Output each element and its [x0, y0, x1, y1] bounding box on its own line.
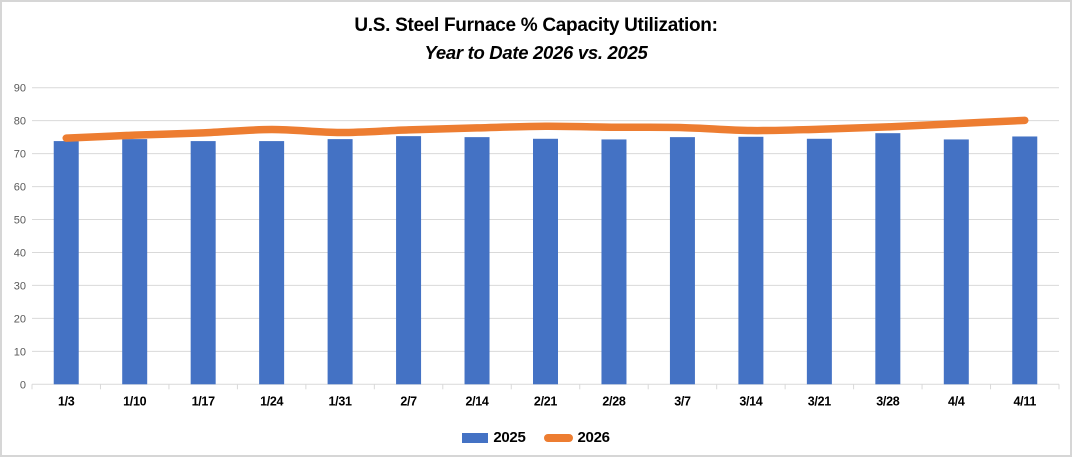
y-tick-label: 80 [14, 116, 26, 128]
y-tick-label: 70 [14, 149, 26, 161]
bar-2/21 [533, 138, 558, 385]
legend-label-2026: 2026 [577, 429, 610, 446]
x-tick-label: 4/11 [1014, 394, 1037, 408]
chart-subtitle: Year to Date 2026 vs. 2025 [424, 41, 648, 63]
bar-series-2025 [53, 133, 1038, 385]
y-tick-label: 40 [14, 247, 26, 259]
x-tick-label: 3/14 [739, 394, 762, 408]
legend-item-2025: 2025 [462, 429, 526, 446]
bar-2/7 [396, 136, 422, 385]
x-tick-label: 2/7 [400, 394, 417, 408]
bar-4/11 [1012, 136, 1038, 385]
chart-header: U.S. Steel Furnace % Capacity Utilizatio… [2, 12, 1070, 66]
y-tick-label: 60 [14, 182, 26, 194]
x-tick-label: 3/21 [808, 394, 831, 408]
x-tick-label: 1/10 [123, 394, 146, 408]
x-tick-label: 2/14 [465, 394, 488, 408]
x-tick-label: 3/28 [876, 394, 899, 408]
y-tick-label: 0 [20, 379, 26, 391]
bar-2/14 [464, 137, 490, 385]
x-tick-label: 1/3 [58, 394, 75, 408]
x-tick-label: 1/17 [192, 394, 215, 408]
bar-4/4 [943, 139, 969, 385]
x-tick-label: 1/31 [329, 394, 352, 408]
y-tick-label: 20 [14, 313, 26, 325]
bar-3/7 [669, 137, 695, 385]
line-series-2026 [62, 116, 1029, 142]
bar-1/31 [327, 139, 353, 385]
x-tick-label: 4/4 [948, 394, 965, 408]
legend-bar-swatch-icon [462, 432, 489, 443]
x-tick-label: 3/7 [674, 394, 691, 408]
legend-item-2026: 2026 [543, 429, 610, 446]
legend-label-2025: 2025 [493, 429, 526, 446]
bar-3/14 [738, 136, 764, 385]
bar-3/21 [806, 138, 832, 385]
x-tick-label: 2/21 [534, 394, 557, 408]
legend-line-swatch-icon [543, 433, 573, 442]
y-tick-label: 10 [14, 346, 26, 358]
legend: 2025 2026 [2, 429, 1070, 446]
x-axis-labels: 1/3 1/10 1/17 1/24 1/31 2/7 2/14 2/21 2/28 3/7 3/1… [58, 394, 1037, 408]
y-axis-labels: 0 10 20 30 40 50 60 70 80 90 [14, 83, 26, 392]
bar-1/3 [53, 141, 79, 385]
bar-1/17 [190, 141, 216, 385]
bar-1/24 [259, 141, 285, 385]
bar-3/28 [875, 133, 901, 385]
bar-2/28 [601, 139, 627, 385]
y-tick-label: 30 [14, 280, 26, 292]
bar-1/10 [122, 139, 148, 385]
x-axis-ticks [31, 384, 1060, 390]
chart-title: U.S. Steel Furnace % Capacity Utilizatio… [354, 15, 718, 36]
y-tick-label: 90 [14, 83, 26, 95]
x-tick-label: 1/24 [260, 394, 283, 408]
x-tick-label: 2/28 [602, 394, 625, 408]
y-tick-label: 50 [14, 215, 26, 227]
